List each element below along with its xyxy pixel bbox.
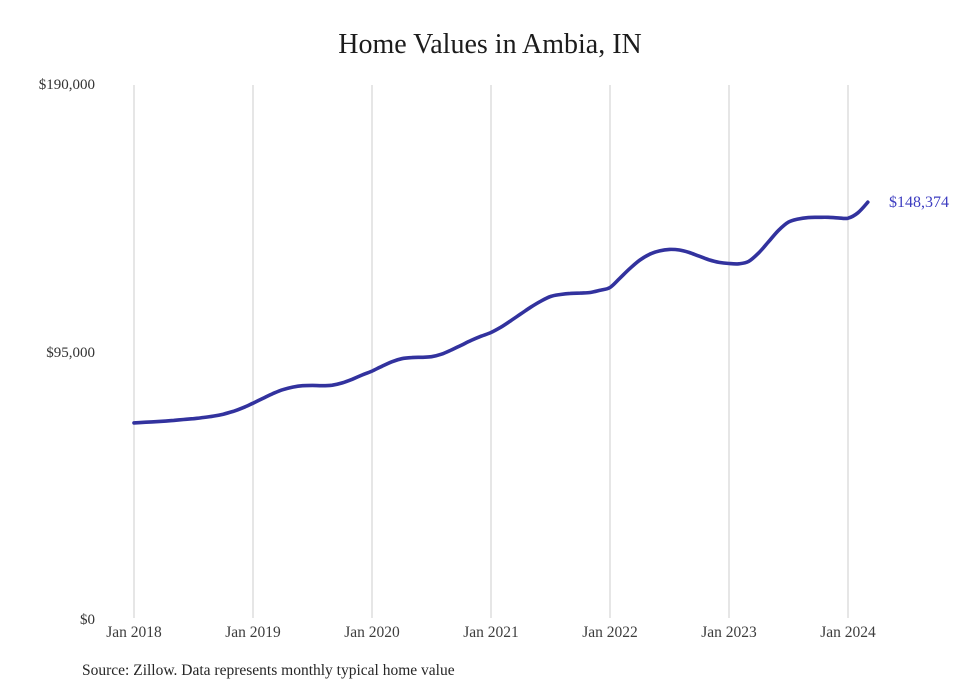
- end-value-label: $148,374: [889, 194, 949, 212]
- x-tick-label: Jan 2024: [820, 624, 876, 641]
- y-tick-label: $95,000: [46, 344, 95, 361]
- y-tick-label: $190,000: [38, 77, 95, 93]
- x-tick-label: Jan 2023: [701, 624, 757, 641]
- x-tick-label: Jan 2022: [582, 624, 638, 641]
- chart-title: Home Values in Ambia, IN: [338, 29, 642, 60]
- gridlines: [133, 85, 849, 618]
- x-tick-label: Jan 2021: [463, 624, 519, 641]
- x-tick-label: Jan 2020: [344, 624, 400, 641]
- y-tick-label: $0: [80, 612, 95, 628]
- x-tick-label: Jan 2018: [106, 624, 162, 641]
- source-note: Source: Zillow. Data represents monthly …: [82, 662, 455, 679]
- x-tick-label: Jan 2019: [225, 624, 281, 641]
- home-value-line: [132, 200, 870, 425]
